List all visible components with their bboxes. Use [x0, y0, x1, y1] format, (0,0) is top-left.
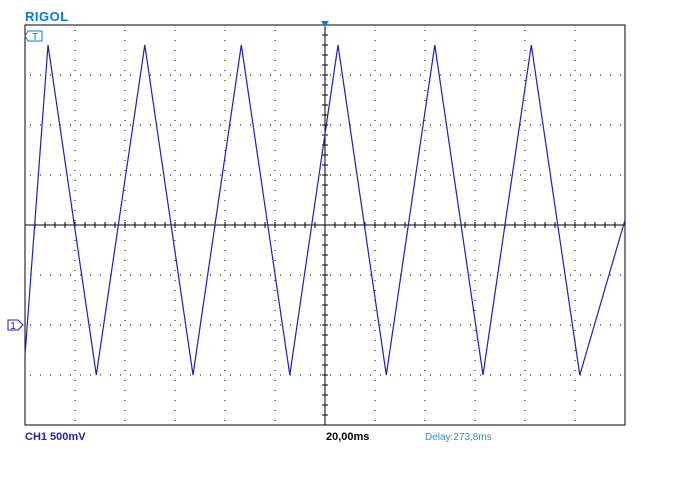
- channel1-ground-marker[interactable]: 1: [7, 319, 24, 332]
- graticule: [24, 24, 626, 426]
- channel-scale-readout: CH1 500mV: [25, 431, 86, 443]
- channel1-marker-label: 1: [10, 321, 16, 332]
- channel1-marker-tag: [7, 319, 24, 331]
- trigger-marker-tag: [24, 30, 43, 42]
- brand-logo: RIGOL: [25, 9, 69, 24]
- delay-readout: Delay:273,8ms: [425, 432, 492, 443]
- trigger-marker-label: T: [32, 32, 38, 43]
- trigger-marker[interactable]: T: [24, 30, 43, 43]
- waveform-trace: [24, 44, 626, 376]
- trigger-position-marker[interactable]: [321, 21, 329, 27]
- waveform-line: [24, 44, 626, 376]
- timebase-readout: 20,00ms: [326, 431, 370, 443]
